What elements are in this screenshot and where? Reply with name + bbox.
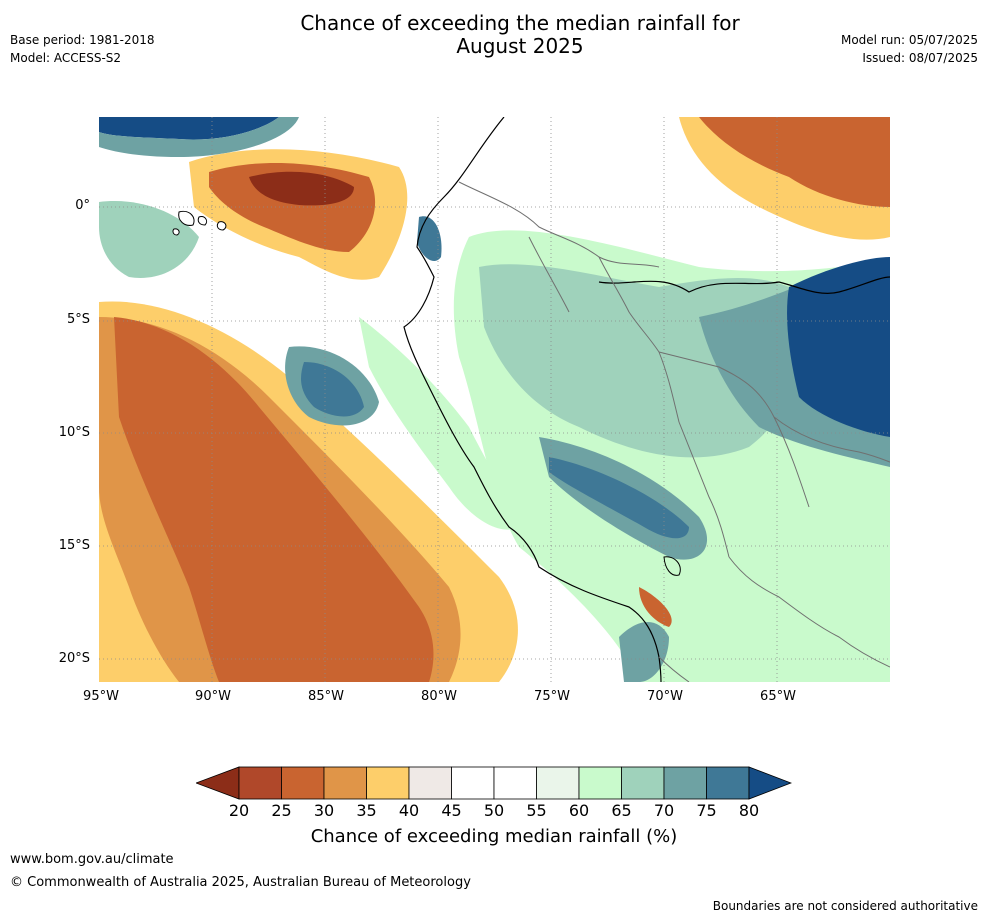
legend-swatch-65-70 [621,766,665,800]
legend-swatch-40-45 [408,766,452,800]
galapagos-islands [172,210,227,236]
rainfall-map [99,117,890,682]
model-label: Model: ACCESS-S2 [10,51,122,65]
northwest-blue [99,117,279,140]
lon-label-75w: 75°W [534,689,570,704]
country-borders [458,181,890,682]
lake-titicaca [663,556,681,576]
base-period-label: Base period: 1981-2018 [10,33,155,47]
legend-tick-80: 80 [738,801,760,820]
lat-label-15s: 15°S [58,538,90,553]
issued-label: Issued: 08/07/2025 [862,51,978,65]
galapagos-dry-core [249,171,354,206]
legend-swatch-75-80 [706,766,750,800]
legend-swatch-55-60 [536,766,580,800]
lat-label-0: 0° [75,198,90,213]
lon-label-85w: 85°W [308,689,344,704]
lat-label-10s: 10°S [58,425,90,440]
legend-tick-45: 45 [441,801,462,820]
amazon-dark-blue [787,257,890,437]
offshore-blue-core [301,362,364,417]
map-title-line1: Chance of exceeding the median rainfall … [300,11,740,35]
andes-dry-sliver [639,587,672,627]
legend-swatch-20-25 [238,766,282,800]
legend-tick-20: 20 [228,801,250,820]
northwest-teal [99,117,299,157]
lat-label-5s: 5°S [66,312,90,327]
website-link[interactable]: www.bom.gov.au/climate [10,852,174,867]
legend-tick-40: 40 [398,801,420,820]
legend-swatch-50-55 [493,766,537,800]
lon-label-95w: 95°W [83,689,119,704]
northern-coast-blue [417,216,442,262]
lon-label-90w: 90°W [195,689,231,704]
model-run-label: Model run: 05/07/2025 [840,33,978,47]
legend-swatch-60-65 [578,766,622,800]
lon-label-65w: 65°W [760,689,796,704]
legend-swatch-35-40 [366,766,410,800]
central-dark-band [549,457,689,539]
rainfall-map-svg [99,117,890,682]
west-green-patch [99,201,199,278]
legend-tick-65: 65 [611,801,632,820]
legend-tick-55: 55 [526,801,547,820]
legend-swatch-below-20 [196,766,240,800]
legend-tick-35: 35 [356,801,377,820]
legend-tick-70: 70 [653,801,675,820]
legend-title: Chance of exceeding median rainfall (%) [310,826,678,847]
legend-swatch-70-75 [663,766,707,800]
southern-coastal-teal [619,622,669,682]
map-title: Chance of exceeding the median rainfall … [250,12,790,58]
legend-swatch-30-35 [323,766,367,800]
legend-tick-50: 50 [483,801,505,820]
disclaimer-text: Boundaries are not considered authoritat… [712,899,978,913]
lat-label-20s: 20°S [58,651,90,666]
map-title-line2: August 2025 [456,34,584,58]
legend-tick-25: 25 [271,801,292,820]
legend-tick-75: 75 [696,801,717,820]
northeast-dry-core [699,117,890,207]
legend-swatch-45-50 [451,766,495,800]
coastline [403,117,662,682]
copyright-text: © Commonwealth of Australia 2025, Austra… [10,875,471,890]
southwest-dry-core [114,317,434,682]
amazon-river-coast [598,276,890,294]
legend-swatch-25-30 [281,766,325,800]
legend-swatch-above-80 [748,766,792,800]
legend-colorbar [196,766,792,800]
legend-tick-60: 60 [568,801,590,820]
legend-tick-30: 30 [313,801,335,820]
lon-label-70w: 70°W [647,689,683,704]
lon-label-80w: 80°W [421,689,457,704]
